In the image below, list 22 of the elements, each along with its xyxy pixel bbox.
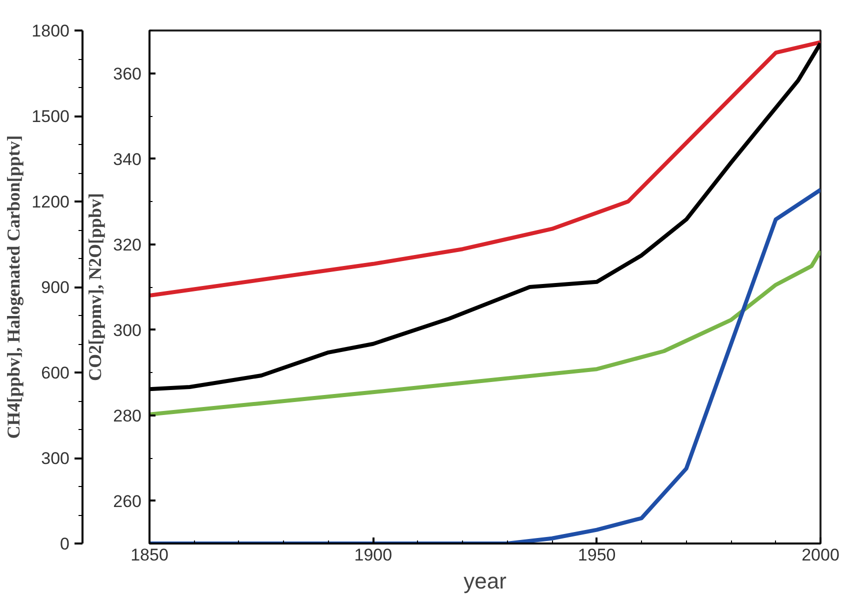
x-tick-label: 1900 <box>354 546 392 564</box>
x-tick-label: 1950 <box>578 546 616 564</box>
y-tick-label: 260 <box>113 492 142 511</box>
line-series <box>150 40 820 298</box>
y2-tick-label: 600 <box>41 364 70 382</box>
y2-tick-label: 900 <box>41 278 70 297</box>
y-tick-label: 360 <box>113 64 142 84</box>
y2-tick-label: 1800 <box>32 22 70 40</box>
y-axis-title: CO2[ppmv], N2O[ppbv] <box>85 192 106 382</box>
x-tick-label: 2000 <box>802 546 840 564</box>
y2-tick-label: 1500 <box>32 107 70 126</box>
y-tick-label: 300 <box>113 320 142 340</box>
y2-axis-title: CH4[ppbv], Halogenated Carbon[pptv] <box>4 135 24 439</box>
y-tick-label: 340 <box>113 150 142 169</box>
y2-tick-label: 300 <box>41 449 70 468</box>
x-tick-label: 1850 <box>130 546 168 564</box>
y-tick-label: 320 <box>113 235 142 254</box>
x-axis-title: year <box>464 568 506 594</box>
y2-tick-label: 0 <box>60 534 70 554</box>
y-tick-label: 280 <box>113 406 142 426</box>
y2-tick-label: 1200 <box>32 192 70 212</box>
line-series <box>150 249 820 416</box>
